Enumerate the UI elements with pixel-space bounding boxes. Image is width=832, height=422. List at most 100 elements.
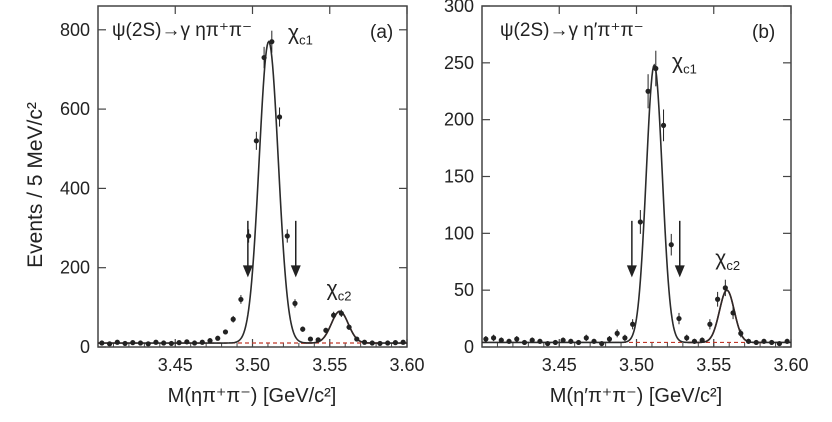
selection-arrow-head [674, 265, 685, 278]
data-point [676, 315, 682, 322]
y-tick-label: 200 [444, 110, 474, 130]
x-tick-label: 3.50 [235, 355, 270, 375]
data-point [307, 336, 314, 342]
data-point [130, 340, 136, 346]
y-tick-label: 400 [60, 178, 90, 198]
panel-b-annotations: χc1 χc2 [626, 51, 740, 278]
data-point [761, 338, 767, 344]
data-point [769, 339, 775, 346]
data-point [490, 335, 497, 341]
data-point [246, 233, 252, 239]
data-point [776, 340, 783, 347]
y-tick-label: 100 [444, 223, 474, 243]
data-point [184, 339, 190, 345]
panel-b-frame [481, 5, 792, 348]
panel-a: ψ(2S)→γ ηπ⁺π⁻ (a) M(ηπ⁺π⁻) [GeV/c²] 3.45… [60, 5, 425, 407]
x-tick-label: 3.45 [158, 355, 193, 375]
data-point [137, 340, 144, 346]
data-point [269, 39, 275, 45]
data-point [346, 324, 352, 330]
data-point [99, 340, 105, 346]
data-point [369, 340, 375, 346]
panel-b-curves [482, 63, 791, 344]
data-point [338, 310, 344, 316]
data-point [323, 327, 329, 333]
data-point [637, 219, 643, 225]
data-point [745, 338, 752, 344]
peak-label: χc2 [715, 247, 740, 273]
data-point [630, 321, 636, 327]
x-tick-label: 3.45 [542, 355, 577, 375]
total-fit-curve [482, 63, 791, 344]
data-point [230, 316, 236, 322]
data-point [215, 335, 221, 341]
y-tick-label: 200 [60, 258, 90, 278]
data-point [284, 233, 290, 239]
data-point [684, 335, 690, 341]
data-point [691, 338, 698, 344]
data-point [292, 300, 298, 306]
data-point [753, 339, 759, 346]
data-point [537, 338, 543, 344]
panel-a-curves [98, 40, 407, 344]
data-point [552, 339, 558, 346]
y-tick-label: 0 [464, 337, 474, 357]
data-point [261, 54, 267, 61]
x-tick-label: 3.60 [773, 355, 808, 375]
data-point [199, 339, 205, 345]
data-point [591, 338, 597, 344]
data-point [253, 138, 259, 144]
data-point [300, 326, 306, 332]
data-point [122, 340, 128, 347]
x-tick-label: 3.55 [312, 355, 347, 375]
data-point [699, 337, 705, 343]
data-point [660, 122, 667, 128]
y-tick-label: 50 [454, 280, 474, 300]
data-point [238, 296, 244, 303]
data-point [392, 340, 399, 346]
data-point [722, 285, 728, 291]
data-point [529, 337, 535, 343]
panel-a-data-points [99, 30, 406, 347]
y-tick-label: 800 [60, 20, 90, 40]
y-tick-label: 300 [444, 0, 474, 16]
data-point [715, 296, 721, 302]
data-point [207, 338, 213, 344]
panel-b: ψ(2S)→γ η′π⁺π⁻ (b) M(η′π⁺π⁻) [GeV/c²] 3.… [444, 0, 809, 407]
data-point [191, 340, 198, 346]
data-point [521, 339, 528, 346]
data-point [707, 321, 713, 327]
panel-b-x-axis-label: M(η′π⁺π⁻) [GeV/c²] [550, 385, 722, 407]
x-tick-label: 3.50 [619, 355, 654, 375]
selection-arrow-head [242, 265, 253, 278]
peak-label: χc1 [288, 22, 313, 48]
panel-a-frame [97, 5, 408, 348]
data-point [400, 339, 406, 345]
y-tick-label: 600 [60, 99, 90, 119]
panel-b-label: (b) [752, 22, 775, 43]
data-point [645, 88, 651, 94]
signal-fit-curve [688, 289, 765, 344]
data-point [614, 330, 620, 336]
data-point [354, 336, 360, 342]
data-point [315, 337, 321, 343]
data-point [145, 341, 151, 347]
data-point [276, 114, 283, 120]
panel-b-annotation: ψ(2S)→γ η′π⁺π⁻ [500, 20, 644, 41]
panel-a-annotation: ψ(2S)→γ ηπ⁺π⁻ [112, 20, 252, 41]
data-point [361, 339, 368, 345]
peak-label: χc1 [672, 51, 697, 77]
data-point [560, 337, 566, 343]
data-point [222, 329, 229, 335]
y-tick-label: 150 [444, 167, 474, 187]
data-point [161, 340, 167, 346]
data-point [483, 336, 489, 342]
data-point [568, 338, 574, 344]
data-point [106, 341, 113, 347]
peak-label: χc2 [327, 277, 352, 303]
data-point [377, 340, 383, 347]
data-point [385, 340, 391, 346]
panel-a-x-axis-label: M(ηπ⁺π⁻) [GeV/c²] [168, 385, 337, 407]
panel-b-ticks: 3.45 3.50 3.55 3.60 0 50 100 150 200 250 300 [444, 0, 809, 375]
data-point [738, 330, 744, 336]
